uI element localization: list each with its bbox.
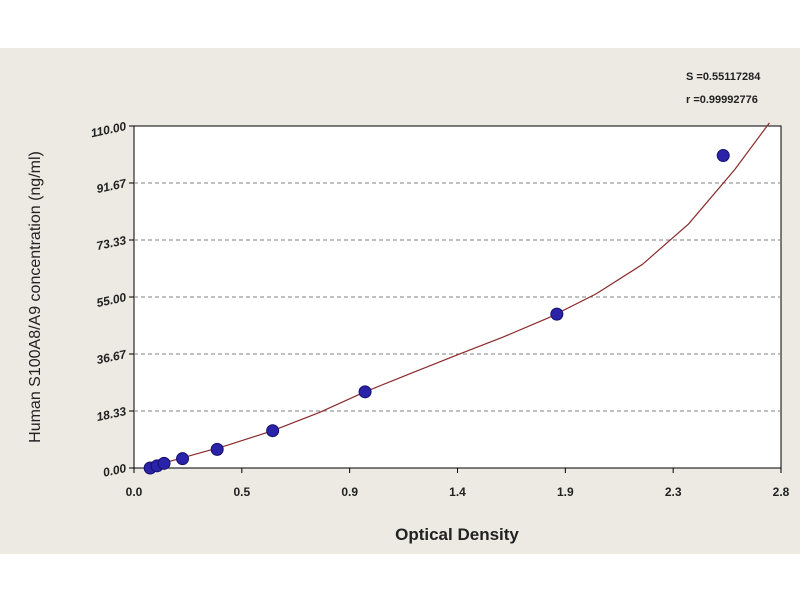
grid-lines (134, 182, 781, 412)
y-tick-label: 0.00 (102, 461, 128, 480)
data-point (358, 385, 372, 399)
x-tick-label: 2.8 (773, 485, 790, 499)
fit-stat-s: S =0.55117284 (686, 71, 761, 83)
y-tick-label: 91.67 (95, 176, 129, 196)
y-tick-label: 110.00 (90, 119, 128, 140)
y-tick-label: 36.67 (95, 347, 129, 367)
data-point (210, 442, 224, 456)
data-point (157, 456, 171, 470)
x-tick-label: 0.5 (233, 485, 250, 499)
data-point (550, 307, 564, 321)
x-tick-label: 1.4 (449, 485, 466, 499)
y-tick-label: 55.00 (95, 290, 128, 310)
x-tick-label: 1.9 (557, 485, 574, 499)
fit-curve (145, 122, 770, 469)
y-axis-ticks: 0.00 18.33 36.67 55.00 73.33 91.67 110.00 (90, 119, 134, 480)
fit-stat-r: r =0.99992776 (686, 94, 758, 106)
data-point (176, 452, 190, 466)
data-point (266, 424, 280, 438)
data-point (716, 149, 730, 163)
data-points (143, 149, 730, 475)
x-tick-label: 0.0 (126, 485, 143, 499)
x-tick-label: 2.3 (665, 485, 682, 499)
x-axis-label: Optical Density (395, 525, 519, 544)
y-tick-label: 18.33 (95, 404, 128, 424)
x-axis-ticks: 0.0 0.5 0.9 1.4 1.9 2.3 2.8 (126, 468, 790, 499)
x-tick-label: 0.9 (341, 485, 358, 499)
y-axis-label: Human S100A8/A9 concentration (ng/ml) (27, 151, 44, 443)
y-tick-label: 73.33 (95, 233, 128, 253)
